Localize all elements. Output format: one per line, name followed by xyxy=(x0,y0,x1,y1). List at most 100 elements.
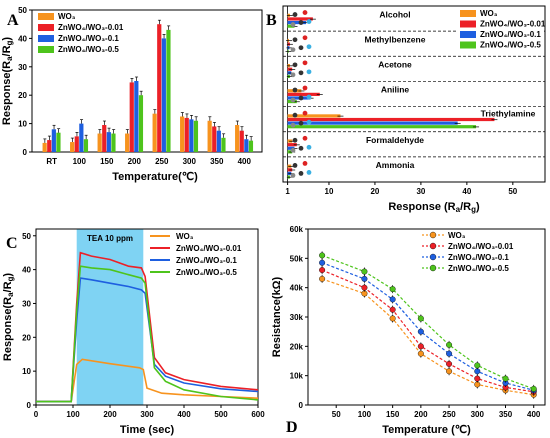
y-tick-label: 60k xyxy=(290,225,304,234)
atom xyxy=(292,37,298,43)
data-point xyxy=(389,306,396,313)
y-tick-label: 0 xyxy=(23,148,28,157)
bar xyxy=(287,92,320,96)
panel-b: 1 10 20 30 40 50 Alcohol Methylbenzene Acetone An… xyxy=(266,5,546,214)
atom xyxy=(306,170,312,175)
legend-label: ZnWO₄/WO₃-0.01 xyxy=(480,20,546,29)
y-tick-label: 40 xyxy=(18,34,27,43)
y-tick-label: 40k xyxy=(290,284,304,293)
atom xyxy=(302,135,308,141)
series-line xyxy=(321,254,534,390)
atom xyxy=(306,19,312,24)
bar xyxy=(212,126,217,152)
atom xyxy=(290,22,296,27)
category-label: Methylbenzene xyxy=(365,34,426,44)
y-tick-label: 30 xyxy=(18,63,27,72)
category-label: Formaldehyde xyxy=(366,135,424,145)
bar xyxy=(51,129,56,152)
y-axis-label: Response(Ra/Rg) xyxy=(2,273,15,362)
data-point xyxy=(446,360,453,367)
data-point xyxy=(474,362,481,369)
y-tick-label: 0 xyxy=(299,401,304,410)
data-point xyxy=(417,315,424,322)
plot-frame xyxy=(282,5,546,183)
molecule-icon xyxy=(290,161,312,178)
atom xyxy=(292,112,298,118)
legend-swatch xyxy=(460,41,476,49)
bar xyxy=(56,132,61,152)
bar xyxy=(287,117,495,122)
y-axis-label: Resistance(kΩ) xyxy=(271,276,283,357)
atom xyxy=(290,122,296,128)
category-label: Acetone xyxy=(378,60,412,70)
bar xyxy=(287,17,313,21)
bar xyxy=(287,121,458,125)
series-line xyxy=(36,358,259,403)
y-tick-label: 50 xyxy=(22,232,31,241)
legend-label: ZnWO₄/WO₃-0.01 xyxy=(448,242,514,251)
x-tick-label: 250 xyxy=(155,157,169,166)
bar xyxy=(152,113,157,152)
panel-a: 0 10 20 30 40 50 RT 100 150 200 250 300 350 400 Respon… xyxy=(1,6,263,183)
atom xyxy=(298,145,304,151)
x-tick-label: 40 xyxy=(462,187,471,196)
molecule-icon xyxy=(290,135,312,153)
legend-label: ZnWO₄/WO₃-0.01 xyxy=(58,23,124,32)
legend-label: ZnWO₄/WO₃-0.1 xyxy=(448,253,509,262)
y-tick-label: 10 xyxy=(22,367,31,376)
atom xyxy=(298,45,304,51)
legend-label: ZnWO₄/WO₃-0.5 xyxy=(176,268,237,277)
data-point xyxy=(446,341,453,348)
x-tick-label: 300 xyxy=(183,157,197,166)
category-label: Ammonia xyxy=(376,160,415,170)
data-point xyxy=(474,375,481,382)
bar xyxy=(125,133,130,152)
bar xyxy=(138,95,144,152)
bar xyxy=(216,130,221,152)
atom xyxy=(306,69,312,75)
x-tick-label: 200 xyxy=(103,410,117,419)
legend-label: ZnWO₄/WO₃-0.1 xyxy=(176,256,237,265)
category-label: Triethylamine xyxy=(481,109,536,119)
legend-label: ZnWO₄/WO₃-0.01 xyxy=(176,244,242,253)
legend-swatch xyxy=(38,46,54,53)
y-tick-label: 10 xyxy=(18,120,27,129)
bar xyxy=(287,146,295,150)
y-tick-label: 20 xyxy=(18,91,27,100)
data-point xyxy=(389,315,396,322)
bar xyxy=(134,81,139,152)
plot-frame xyxy=(307,228,546,406)
legend-label: ZnWO₄/WO₃-0.5 xyxy=(58,45,119,54)
x-tick-label: 20 xyxy=(370,187,379,196)
legend-swatch xyxy=(460,20,476,28)
bar xyxy=(287,20,306,25)
bar xyxy=(287,24,295,28)
data-point xyxy=(319,275,326,282)
bar xyxy=(157,24,162,153)
legend-label: ZnWO₄/WO₃-0.1 xyxy=(58,34,119,43)
bar xyxy=(79,123,84,152)
legend-label: ZnWO₄/WO₃-0.5 xyxy=(480,41,541,50)
panel-d: 0 10k 20k 30k 40k 50k 60k 50 100 150 200 250 300 350 4… xyxy=(271,225,546,436)
legend-marker xyxy=(429,242,437,250)
bar xyxy=(161,38,166,152)
molecule-icon xyxy=(290,10,312,27)
bar xyxy=(235,125,240,152)
molecule-icon xyxy=(290,60,312,78)
bar xyxy=(83,139,89,152)
plot-frame xyxy=(31,9,263,153)
panel-label: D xyxy=(286,419,298,436)
x-tick-label: 0 xyxy=(34,410,39,419)
data-point xyxy=(417,328,424,335)
x-tick-label: 150 xyxy=(386,410,400,419)
x-axis-label: Response (Ra/Rg) xyxy=(388,201,480,214)
data-point xyxy=(361,268,368,275)
series-line xyxy=(321,262,534,391)
atom xyxy=(302,60,308,66)
legend-swatch xyxy=(38,24,54,31)
bar xyxy=(189,119,194,152)
bar xyxy=(184,117,189,152)
atom xyxy=(298,120,304,126)
